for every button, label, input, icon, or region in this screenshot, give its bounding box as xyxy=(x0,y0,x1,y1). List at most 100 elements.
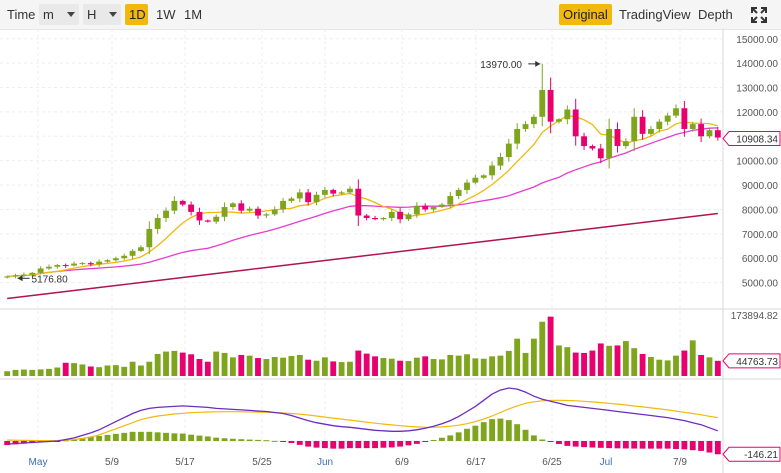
volume-bar xyxy=(388,358,395,376)
volume-bar xyxy=(706,357,713,376)
hour-select[interactable]: H xyxy=(83,4,121,25)
date-tick-label: Jun xyxy=(317,457,333,468)
candle-body xyxy=(480,175,487,178)
volume-bar xyxy=(87,366,94,376)
volume-bar xyxy=(673,355,679,376)
volume-bar xyxy=(472,358,479,376)
view-original-button[interactable]: Original xyxy=(559,4,612,25)
macd-histogram-bar xyxy=(221,438,228,441)
volume-bar xyxy=(321,357,328,376)
volume-bar xyxy=(714,360,721,376)
candle-body xyxy=(238,203,245,211)
price-tick-label: 10000.00 xyxy=(736,157,778,168)
volume-bar xyxy=(422,356,429,376)
macd-histogram-bar xyxy=(87,436,94,441)
volume-bar xyxy=(597,343,604,376)
current-price-tag xyxy=(722,131,781,147)
volume-bar xyxy=(606,345,613,376)
macd-histogram-bar xyxy=(263,440,270,442)
volume-bar xyxy=(522,352,529,376)
candle-body xyxy=(255,208,261,216)
axes: 15000.0014000.0013000.0012000.0011000.00… xyxy=(29,35,781,468)
volume-bar xyxy=(54,367,61,376)
candle-body xyxy=(664,115,671,122)
chevron-down-icon xyxy=(109,12,117,17)
volume-bar xyxy=(464,354,470,376)
candle-body xyxy=(54,265,61,267)
macd-histogram-bar xyxy=(472,425,479,441)
expand-icon[interactable] xyxy=(750,6,768,24)
volume-bar xyxy=(505,350,512,376)
price-tick-label: 5000.00 xyxy=(742,279,779,290)
macd-histogram-bar xyxy=(681,441,688,450)
candle-body xyxy=(71,263,77,266)
volume-bar xyxy=(29,369,36,376)
macd-histogram-bar xyxy=(589,441,596,448)
volume-bar xyxy=(639,353,646,376)
candle-body xyxy=(656,121,663,129)
macd-histogram-bar xyxy=(689,441,696,451)
price-tick-label: 15000.00 xyxy=(736,35,778,46)
volume-bar xyxy=(146,361,153,376)
candle-body xyxy=(514,128,521,144)
macd-histogram-bar xyxy=(355,441,362,449)
volume-bar xyxy=(514,338,521,376)
ma-mid-line xyxy=(7,127,718,278)
minute-select[interactable]: m xyxy=(39,4,79,25)
candle-body xyxy=(37,268,44,273)
macd-histogram-bar xyxy=(464,428,470,441)
volume-bar xyxy=(129,361,136,376)
view-tradingview-button[interactable]: TradingView xyxy=(619,7,691,22)
grid xyxy=(0,29,781,473)
macd-histogram-bar xyxy=(656,441,663,449)
price-tick-label: 7000.00 xyxy=(742,230,779,241)
candle-body xyxy=(698,124,705,137)
volume-bar xyxy=(305,359,312,376)
volume-bar xyxy=(614,345,621,376)
volume-bar xyxy=(238,354,245,376)
candle-body xyxy=(138,247,144,251)
macd-histogram-bar xyxy=(372,441,378,449)
volume-bar xyxy=(62,362,69,376)
macd-histogram-bar xyxy=(639,441,646,449)
candle-body xyxy=(288,198,295,201)
candle-body xyxy=(639,116,646,134)
volume-bar xyxy=(631,348,638,376)
candle-body xyxy=(430,207,437,210)
volume-bar xyxy=(530,338,537,376)
volume-bar xyxy=(37,369,44,376)
chevron-down-icon xyxy=(67,12,75,17)
volume-current-tag xyxy=(722,353,781,369)
macd-histogram-bar xyxy=(280,441,287,442)
macd-histogram-bar xyxy=(129,431,136,441)
volume-bar xyxy=(372,356,378,376)
macd-histogram-bar xyxy=(96,435,103,441)
macd-histogram-bar xyxy=(405,441,412,446)
volume-bar xyxy=(20,369,27,376)
date-tick-label: 6/17 xyxy=(466,457,486,468)
interval-1d-button[interactable]: 1D xyxy=(125,4,148,25)
candle-body xyxy=(229,203,236,208)
macd-histogram-bar xyxy=(112,433,119,441)
candle-body xyxy=(372,217,378,220)
candle-body xyxy=(397,211,404,220)
volume-bar xyxy=(405,361,412,376)
chart-area[interactable]: 13970.00 5176.80 15000.00 14000.00 13000.00… xyxy=(0,29,781,473)
macd-histogram-bar xyxy=(20,441,27,444)
candle-body xyxy=(179,200,186,205)
macd-histogram-bar xyxy=(388,441,395,448)
interval-1w-button[interactable]: 1W xyxy=(156,7,176,22)
volume-bar xyxy=(112,365,119,376)
candle-body xyxy=(355,188,362,216)
volume-bar xyxy=(589,350,596,376)
macd-histogram-bar xyxy=(238,439,245,441)
macd-histogram-bar xyxy=(505,420,512,441)
candle-body xyxy=(363,215,370,218)
macd-histogram-bar xyxy=(296,441,303,445)
price-tick-label: 13000.00 xyxy=(736,84,778,95)
volume-bar xyxy=(12,369,19,376)
volume-bar xyxy=(438,359,445,376)
view-depth-button[interactable]: Depth xyxy=(698,7,733,22)
candle-body xyxy=(388,211,395,218)
interval-1m-button[interactable]: 1M xyxy=(184,7,203,22)
